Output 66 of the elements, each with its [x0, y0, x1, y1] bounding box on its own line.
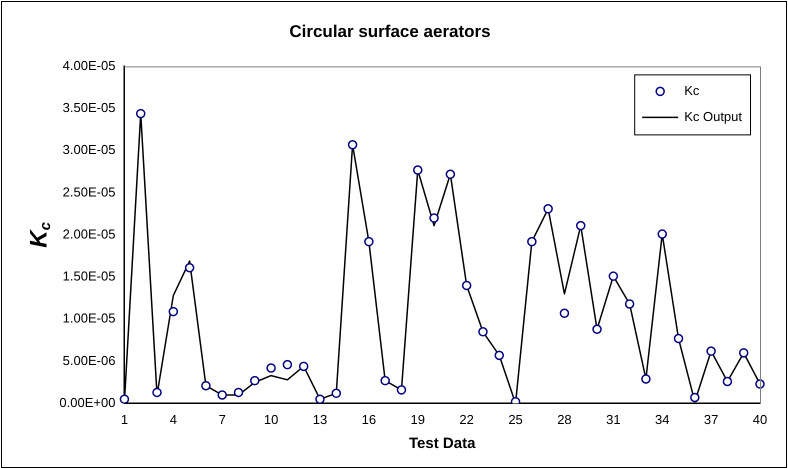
point [315, 394, 325, 404]
x-tick-label: 19 [410, 412, 425, 427]
point [527, 236, 537, 246]
x-tick-label: 31 [606, 412, 621, 427]
x-tick-label: 1 [120, 412, 128, 427]
x-tick-label: 4 [170, 412, 177, 427]
point [429, 213, 439, 223]
point [462, 280, 472, 290]
point [168, 306, 178, 316]
point [234, 388, 244, 398]
y-tick-label: 1.50E-05 [62, 268, 116, 284]
point [608, 271, 618, 281]
y-tick-label: 5.00E-06 [62, 352, 116, 368]
point [722, 376, 732, 386]
point [543, 204, 553, 214]
point [690, 392, 700, 402]
x-tick-label: 7 [218, 412, 226, 427]
legend-label: Kc [684, 82, 700, 98]
x-tick-label: 13 [312, 412, 328, 427]
x-tick-label: 25 [508, 412, 523, 427]
y-tick-label: 1.00E-05 [62, 310, 116, 326]
point [641, 374, 651, 384]
point [380, 376, 390, 386]
y-tick-label: 3.00E-05 [62, 142, 116, 158]
point [624, 299, 634, 309]
point [266, 363, 276, 373]
point [184, 263, 194, 273]
point [348, 140, 358, 150]
x-axis-title: Test Data [409, 435, 476, 452]
x-tick-label: 40 [752, 412, 768, 427]
point [364, 236, 374, 246]
point [657, 229, 667, 239]
point [152, 388, 162, 398]
x-tick-label: 22 [459, 412, 474, 427]
x-tick-label: 16 [362, 412, 376, 427]
point [674, 334, 684, 344]
point [576, 220, 586, 230]
x-tick-label: 28 [557, 412, 572, 427]
point [250, 376, 260, 386]
point [706, 346, 716, 356]
y-tick-label: 3.50E-05 [62, 100, 116, 116]
point [478, 327, 488, 337]
point [120, 394, 130, 404]
point [332, 388, 342, 398]
point [560, 308, 570, 318]
x-tick-label: 10 [264, 412, 278, 427]
point [396, 385, 406, 395]
point [413, 165, 423, 175]
x-tick-label: 34 [654, 412, 670, 427]
x-tick-label: 37 [704, 412, 718, 427]
point [217, 390, 227, 400]
y-tick-label: 4.00E-05 [62, 58, 116, 73]
y-tick-label: 0.00E+00 [59, 394, 116, 410]
point [494, 350, 504, 360]
y-tick-label: 2.00E-05 [62, 226, 116, 242]
y-axis-title: Kc [26, 221, 54, 248]
chart-title: Circular surface aerators [289, 22, 491, 41]
legend-label: Kc Output [684, 108, 742, 124]
point [136, 108, 146, 118]
point [592, 324, 602, 334]
point [201, 380, 211, 390]
y-tick-label: 2.50E-05 [62, 184, 116, 200]
point [738, 348, 748, 358]
point [282, 360, 292, 370]
point [298, 362, 308, 372]
point [446, 169, 456, 179]
